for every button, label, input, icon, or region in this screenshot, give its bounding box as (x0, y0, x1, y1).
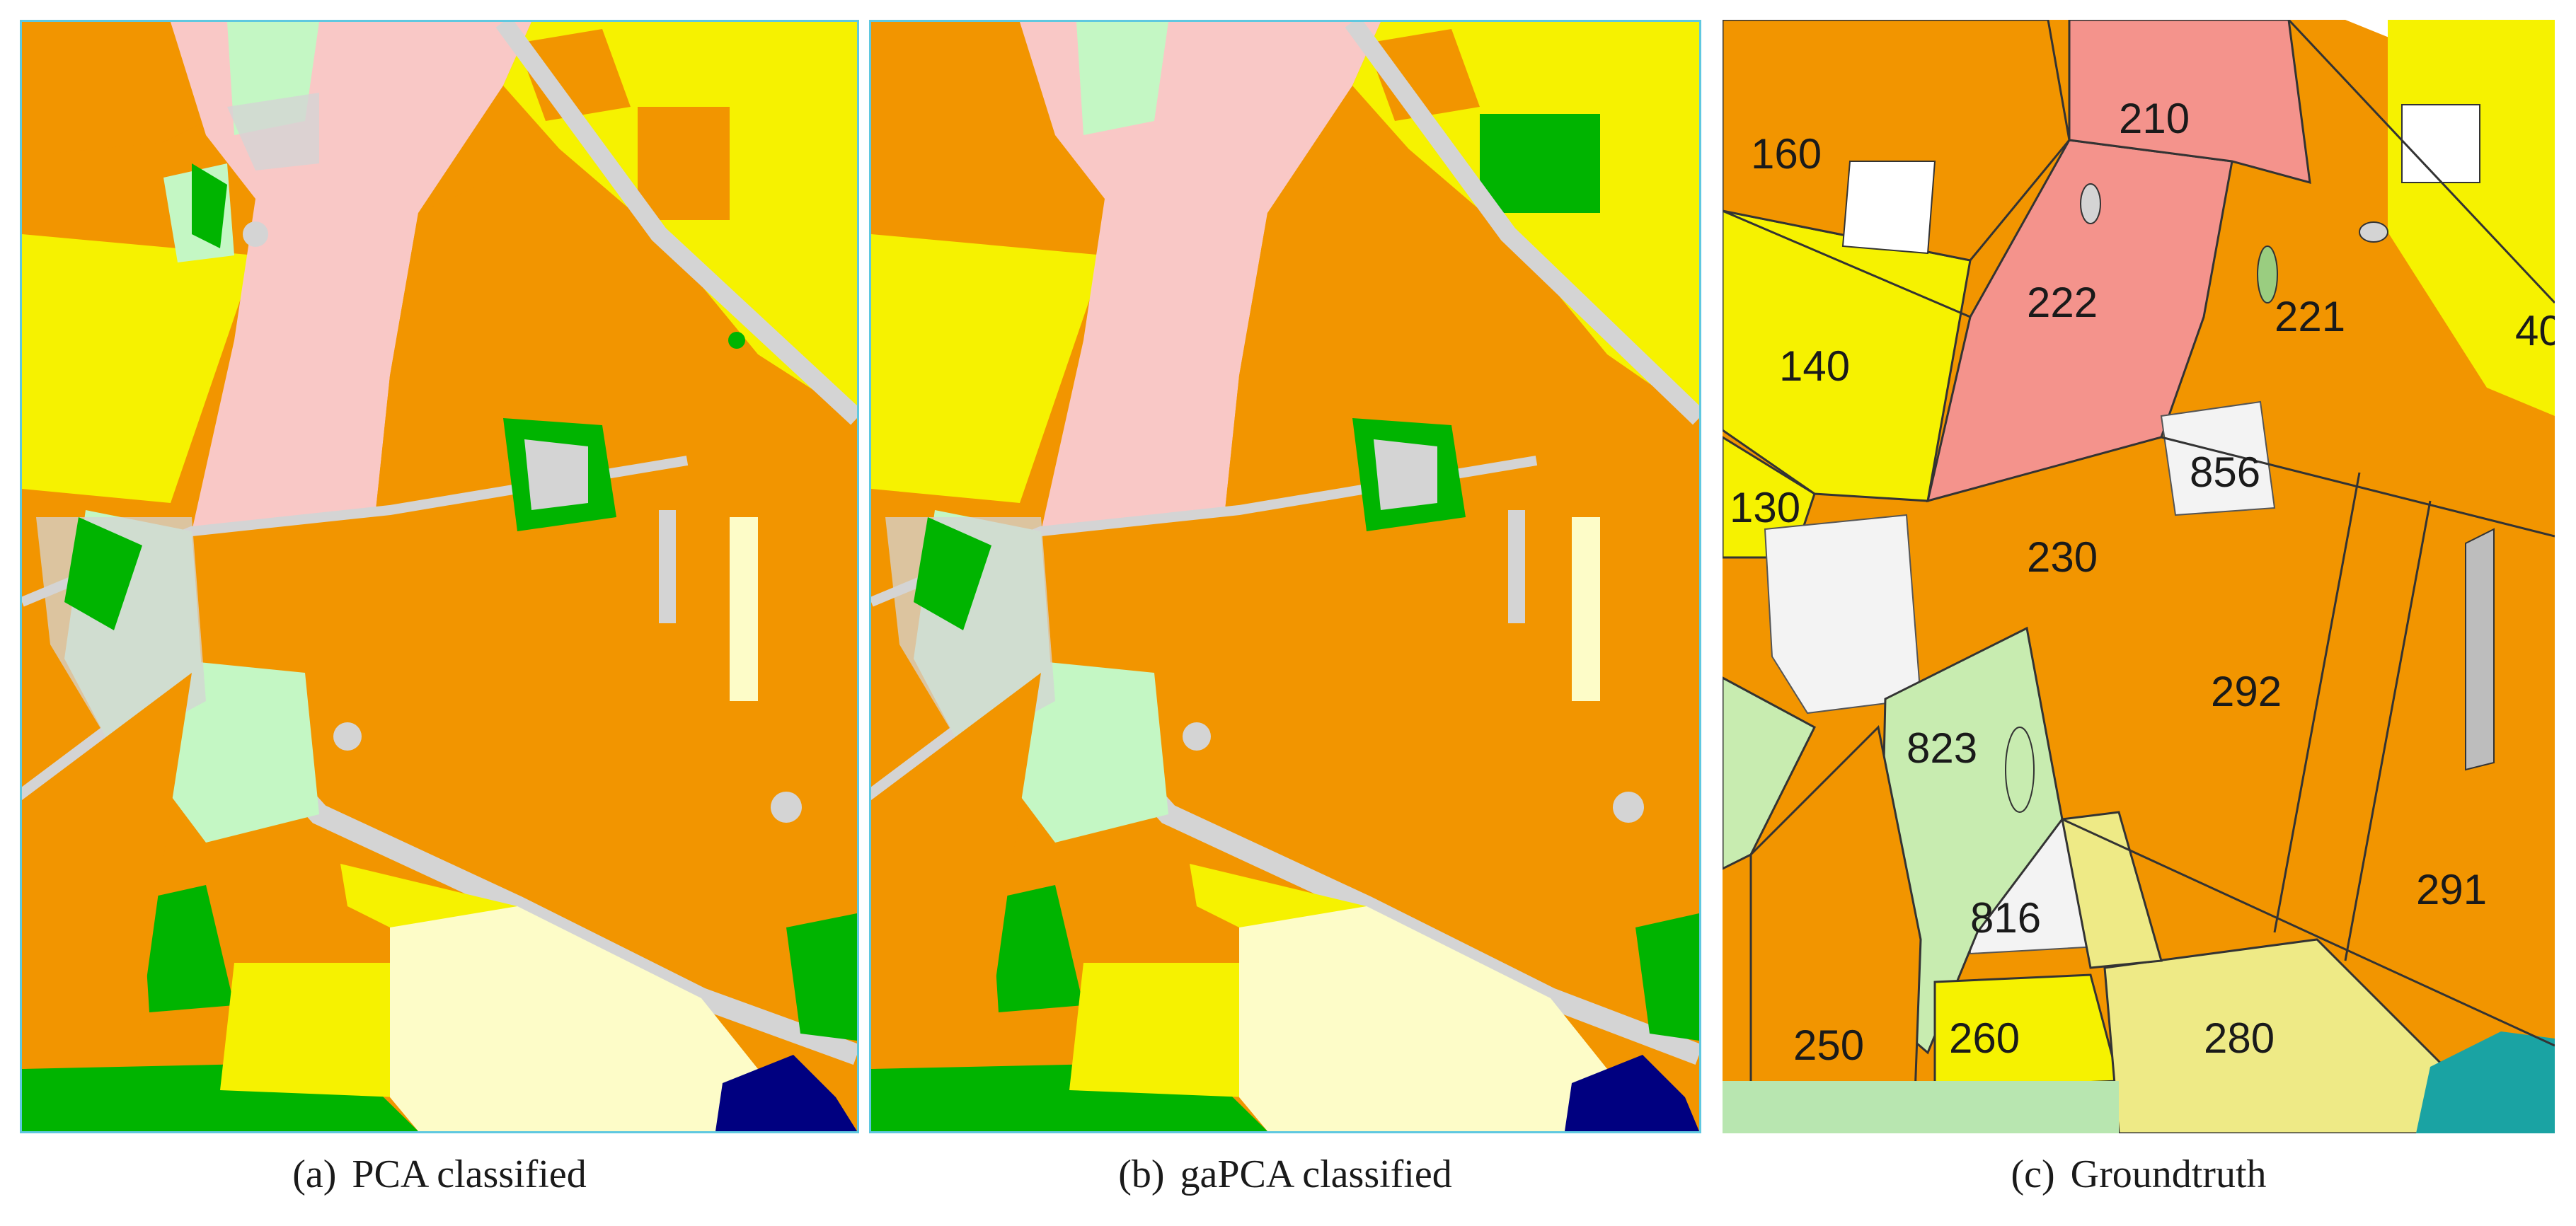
caption-text-c: Groundtruth (2070, 1152, 2267, 1196)
caption-pca: (a) PCA classified (20, 1152, 859, 1197)
caption-tag-c: (c) (2011, 1152, 2055, 1196)
groundtruth-map-image: 160 210 222 221 140 40 130 856 230 292 8… (1723, 20, 2555, 1133)
parcel-label-856: 856 (2190, 449, 2260, 496)
caption-groundtruth: (c) Groundtruth (1723, 1152, 2555, 1197)
parcel-label-816: 816 (1970, 894, 2041, 942)
parcel-label-291: 291 (2416, 866, 2487, 913)
parcel-label-40: 40 (2515, 307, 2555, 354)
caption-text-b: gaPCA classified (1180, 1152, 1452, 1196)
pca-classified-map (20, 20, 859, 1133)
gapca-classified-map (869, 20, 1701, 1133)
parcel-label-292: 292 (2211, 668, 2282, 715)
caption-text-a: PCA classified (352, 1152, 587, 1196)
parcel-label-230: 230 (2027, 533, 2098, 581)
parcel-label-210: 210 (2119, 95, 2190, 142)
groundtruth-map: 160 210 222 221 140 40 130 856 230 292 8… (1723, 20, 2555, 1133)
parcel-label-140: 140 (1779, 342, 1850, 390)
parcel-label-160: 160 (1751, 130, 1822, 178)
parcel-label-260: 260 (1949, 1014, 2020, 1062)
pca-map-image (22, 22, 857, 1131)
parcel-label-823: 823 (1907, 724, 1977, 772)
parcel-label-250: 250 (1793, 1022, 1864, 1069)
parcel-label-280: 280 (2204, 1014, 2275, 1062)
parcel-label-222: 222 (2027, 279, 2098, 326)
caption-tag-b: (b) (1118, 1152, 1165, 1196)
parcel-label-221: 221 (2275, 293, 2345, 340)
gapca-map-image (871, 22, 1699, 1131)
caption-gapca: (b) gaPCA classified (869, 1152, 1701, 1197)
caption-tag-a: (a) (292, 1152, 337, 1196)
parcel-label-130: 130 (1730, 484, 1800, 531)
